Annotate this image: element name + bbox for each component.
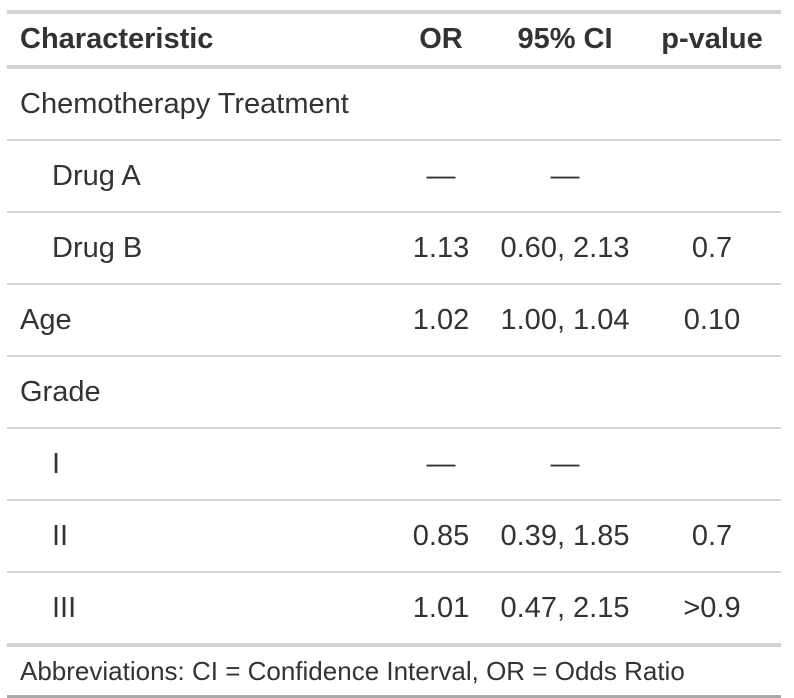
ci-value: 0.60, 2.13 [500, 231, 630, 264]
p-value: 0.7 [691, 519, 733, 552]
p-value [643, 428, 781, 500]
or-value [395, 356, 487, 428]
column-header-or: OR [395, 12, 487, 69]
or-value [395, 67, 487, 140]
column-header-ci: 95% CI [487, 12, 643, 69]
column-header-p-value: p-value [643, 12, 781, 69]
ci-value: — [550, 447, 580, 480]
row-label: I [52, 447, 61, 480]
ci-value: 1.00, 1.04 [500, 303, 630, 336]
p-value [643, 67, 781, 140]
table-row-group-chemotherapy: Chemotherapy Treatment [7, 67, 781, 140]
ci-value: 0.39, 1.85 [500, 519, 630, 552]
or-value: — [426, 447, 456, 480]
ci-value [487, 356, 643, 428]
table-row-age: Age 1.02 1.00, 1.04 0.10 [7, 284, 781, 356]
table-row-grade-iii: III 1.01 0.47, 2.15 >0.9 [7, 572, 781, 645]
p-value: 0.10 [683, 303, 741, 336]
row-label: Age [20, 303, 72, 336]
row-label: Grade [20, 375, 101, 408]
summary-table: Characteristic OR 95% CI p-value Chemoth… [7, 10, 781, 698]
or-value: 1.02 [412, 303, 470, 336]
row-label: Chemotherapy Treatment [20, 87, 349, 120]
or-value: 0.85 [412, 519, 470, 552]
or-value: — [426, 159, 456, 192]
row-label: Drug A [52, 159, 141, 192]
or-value: 1.01 [412, 591, 470, 624]
table-footer: Abbreviations: CI = Confidence Interval,… [7, 643, 781, 697]
table-body: Chemotherapy Treatment Drug A — — Drug B… [7, 67, 781, 645]
p-value: 0.7 [691, 231, 733, 264]
row-label: II [52, 519, 69, 552]
ci-value: 0.47, 2.15 [500, 591, 630, 624]
ci-value [487, 67, 643, 140]
row-label: III [52, 591, 77, 624]
table-row-drug-a: Drug A — — [7, 140, 781, 212]
ci-value: — [550, 159, 580, 192]
p-value [643, 356, 781, 428]
table-row-drug-b: Drug B 1.13 0.60, 2.13 0.7 [7, 212, 781, 284]
table-footnote: Abbreviations: CI = Confidence Interval,… [7, 643, 781, 697]
table-header: Characteristic OR 95% CI p-value [7, 12, 781, 69]
row-label: Drug B [52, 231, 143, 264]
header-row: Characteristic OR 95% CI p-value [7, 12, 781, 69]
column-header-characteristic: Characteristic [7, 12, 395, 69]
table-row-grade-ii: II 0.85 0.39, 1.85 0.7 [7, 500, 781, 572]
table-row-grade-i: I — — [7, 428, 781, 500]
table-row-group-grade: Grade [7, 356, 781, 428]
p-value [643, 140, 781, 212]
p-value: >0.9 [683, 591, 741, 624]
footnote-row: Abbreviations: CI = Confidence Interval,… [7, 643, 781, 697]
or-value: 1.13 [412, 231, 470, 264]
